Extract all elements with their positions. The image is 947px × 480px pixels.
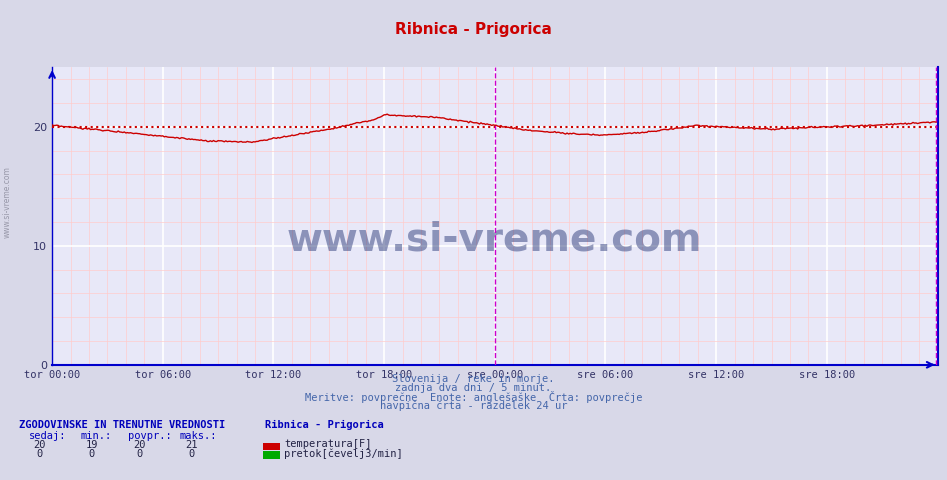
Text: min.:: min.: (80, 431, 112, 441)
Text: 20: 20 (133, 440, 146, 450)
Text: Ribnica - Prigorica: Ribnica - Prigorica (395, 22, 552, 36)
Text: 0: 0 (89, 449, 95, 459)
Text: sedaj:: sedaj: (28, 431, 66, 441)
Text: maks.:: maks.: (180, 431, 218, 441)
Text: www.si-vreme.com: www.si-vreme.com (287, 221, 703, 259)
Text: www.si-vreme.com: www.si-vreme.com (3, 166, 12, 238)
Text: ZGODOVINSKE IN TRENUTNE VREDNOSTI: ZGODOVINSKE IN TRENUTNE VREDNOSTI (19, 420, 225, 430)
Text: Ribnica - Prigorica: Ribnica - Prigorica (265, 420, 384, 430)
Text: Meritve: povprečne  Enote: anglešaške  Črta: povprečje: Meritve: povprečne Enote: anglešaške Črt… (305, 391, 642, 403)
Text: 19: 19 (85, 440, 98, 450)
Text: 0: 0 (136, 449, 142, 459)
Text: pretok[čevelj3/min]: pretok[čevelj3/min] (284, 448, 402, 459)
Text: 0: 0 (37, 449, 43, 459)
Text: navpična črta - razdelek 24 ur: navpična črta - razdelek 24 ur (380, 400, 567, 411)
Text: temperatura[F]: temperatura[F] (284, 439, 371, 449)
Text: 0: 0 (188, 449, 194, 459)
Text: zadnja dva dni / 5 minut.: zadnja dva dni / 5 minut. (396, 383, 551, 393)
Text: 21: 21 (185, 440, 198, 450)
Text: 20: 20 (33, 440, 46, 450)
Text: Slovenija / reke in morje.: Slovenija / reke in morje. (392, 373, 555, 384)
Text: povpr.:: povpr.: (128, 431, 171, 441)
